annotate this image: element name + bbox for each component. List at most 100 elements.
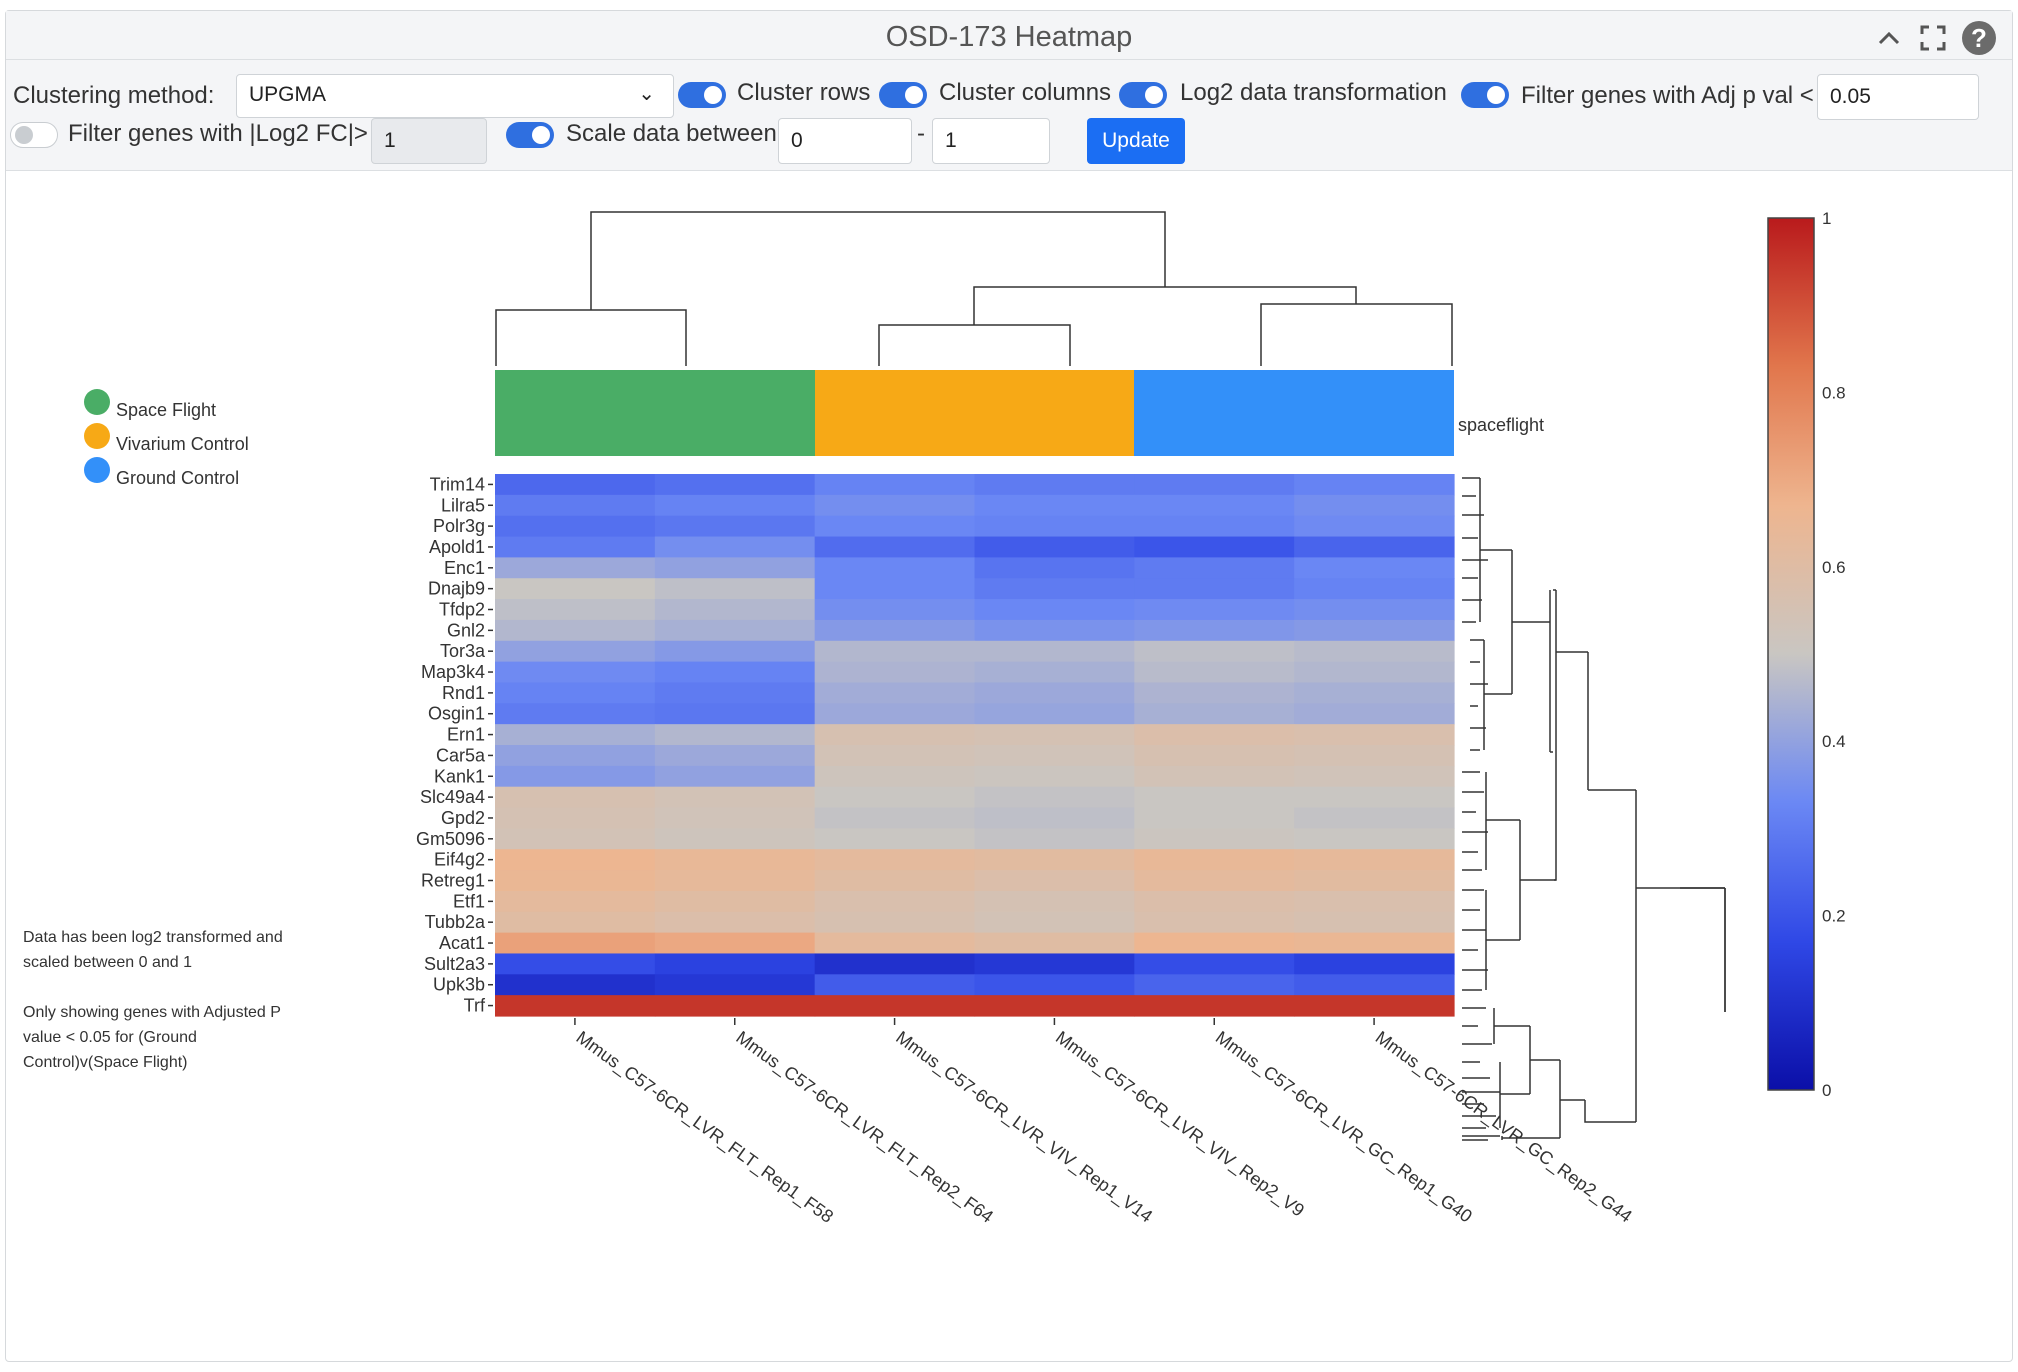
heatmap-cell [1294, 494, 1455, 517]
heatmap-cell [974, 786, 1135, 809]
legend-label: Ground Control [116, 468, 239, 488]
legend: Space Flight Vivarium Control Ground Contr… [84, 389, 249, 488]
heatmap-cell [814, 911, 976, 934]
heatmap-cell [654, 765, 816, 788]
heatmap-cell [1134, 599, 1295, 621]
heatmap-cell [1294, 974, 1455, 996]
heatmap-cell [814, 953, 976, 975]
heatmap-cell [1294, 557, 1455, 579]
help-icon[interactable]: ? [1962, 21, 1996, 55]
heatmap-cell [1294, 745, 1455, 767]
row-label: Rnd1 [442, 683, 485, 703]
heatmap-cell [654, 890, 816, 913]
page-title: OSD-173 Heatmap [885, 21, 1133, 53]
heatmap-cell [654, 745, 816, 767]
heatmap-cell [654, 849, 816, 871]
adjp-toggle[interactable] [1461, 82, 1509, 108]
heatmap-cell [495, 745, 656, 767]
heatmap-cell [654, 557, 816, 579]
cluster-rows-label: Cluster rows [737, 79, 871, 106]
heatmap-cell [974, 682, 1135, 704]
heatmap-cell [814, 828, 976, 850]
cluster-columns-toggle[interactable] [879, 82, 927, 108]
group-bar-vivarium-control [815, 370, 1134, 456]
fc-input[interactable]: 1 [371, 118, 487, 164]
column-label: Mmus_C57-6CR_LVR_GC_Rep1_G40 [1211, 1027, 1476, 1227]
heatmap-cell [974, 953, 1135, 975]
heatmap-cell [1294, 474, 1455, 496]
note-line-3: Only showing genes with Adjusted P [23, 1004, 281, 1021]
heatmap-cell [1134, 974, 1295, 996]
heatmap-cell [1134, 807, 1295, 829]
legend-label: Space Flight [116, 400, 216, 420]
row-label: Osgin1 [428, 704, 485, 724]
heatmap-cell [1134, 765, 1295, 788]
heatmap-cell [1134, 849, 1295, 871]
row-label: Gpd2 [441, 808, 485, 828]
heatmap-cell [814, 807, 976, 829]
note-line-4: value < 0.05 for (Ground [23, 1029, 197, 1046]
heatmap-cell [814, 640, 976, 663]
row-label: Lilra5 [441, 495, 485, 515]
fc-toggle[interactable] [10, 122, 58, 148]
heatmap-cell [814, 765, 976, 788]
column-label: Mmus_C57-6CR_LVR_GC_Rep2_G44 [1371, 1027, 1636, 1227]
heatmap-cell [1134, 474, 1295, 496]
adjp-input[interactable]: 0.05 [1817, 74, 1979, 120]
fullscreen-icon[interactable] [1918, 23, 1948, 53]
colorbar-tick-label: 0.4 [1822, 732, 1846, 751]
heatmap-cell [495, 890, 656, 913]
colorbar-gradient [1767, 217, 1815, 1091]
scale-max-input[interactable]: 1 [932, 118, 1050, 164]
scale-min-input[interactable]: 0 [778, 118, 912, 164]
heatmap-cell [1294, 619, 1455, 642]
collapse-icon[interactable] [1874, 23, 1904, 53]
row-label: Acat1 [439, 933, 485, 953]
log2-toggle[interactable] [1119, 82, 1167, 108]
heatmap-cell [1134, 515, 1295, 538]
column-label: Mmus_C57-6CR_LVR_FLT_Rep1_F58 [572, 1027, 837, 1228]
heatmap-cell [654, 682, 816, 704]
heatmap-cell [495, 974, 656, 996]
update-button[interactable]: Update [1087, 118, 1185, 164]
heatmap-cell [654, 661, 816, 684]
heatmap-cell [495, 786, 656, 809]
heatmap-cell [974, 557, 1135, 579]
group-bar-ground-control [1134, 370, 1454, 456]
cluster-rows-toggle[interactable] [678, 82, 726, 108]
heatmap-cell [654, 911, 816, 934]
heatmap-cell [654, 932, 816, 955]
heatmap-cell [1294, 786, 1455, 809]
heatmap-cell [495, 765, 656, 788]
heatmap-cell [1294, 890, 1455, 913]
heatmap-cell [974, 995, 1135, 1017]
heatmap-cell [654, 640, 816, 663]
heatmap-cell [974, 911, 1135, 934]
heatmap-cell [814, 515, 976, 538]
heatmap-cell [495, 849, 656, 871]
row-label: Trf [464, 996, 486, 1016]
heatmap-cell [495, 703, 656, 725]
heatmap-cell [1294, 953, 1455, 975]
row-label: Trim14 [430, 474, 485, 494]
heatmap-cell [1294, 640, 1455, 663]
heatmap-cell [654, 599, 816, 621]
row-label: Dnajb9 [428, 579, 485, 599]
column-label: Mmus_C57-6CR_LVR_VIV_Rep1_V14 [892, 1027, 1157, 1227]
heatmap-cell [974, 619, 1135, 642]
clustering-method-select[interactable]: UPGMA ⌄ [236, 74, 674, 118]
colorbar-tick-label: 0.8 [1822, 383, 1846, 402]
scale-toggle[interactable] [506, 122, 554, 148]
legend-marker [84, 389, 110, 415]
heatmap-cell [1294, 703, 1455, 725]
heatmap-cell [1294, 807, 1455, 829]
heatmap-cell [654, 974, 816, 996]
heatmap-cell [974, 932, 1135, 955]
column-dendrogram [495, 211, 1453, 366]
colorbar-ticks: 1 0.8 0.6 0.4 0.2 0 [1822, 209, 1846, 1100]
row-dendrogram [1462, 477, 1726, 1141]
heatmap-cell [1294, 536, 1455, 558]
heatmap-cell [974, 765, 1135, 788]
heatmap-cell [814, 536, 976, 558]
heatmap-cell [495, 911, 656, 934]
